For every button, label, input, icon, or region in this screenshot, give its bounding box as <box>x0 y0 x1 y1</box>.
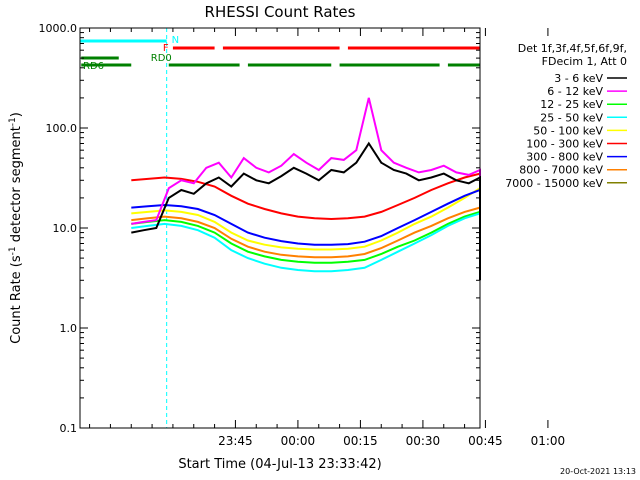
y-tick-label: 1.0 <box>60 322 78 335</box>
legend: Det 1f,3f,4f,5f,6f,9f, FDecim 1, Att 0 3… <box>505 42 627 190</box>
timestamp: 20-Oct-2021 13:13 <box>560 467 636 476</box>
legend-label: 50 - 100 keV <box>533 124 603 137</box>
x-axis-ticks: 23:45 00:00 00:15 00:30 00:45 01:00 <box>89 28 566 448</box>
x-tick-label: 00:45 <box>468 434 503 448</box>
y-axis-label-tail: detector segment <box>9 126 24 246</box>
series-line-1 <box>131 97 481 268</box>
legend-header-line-1: Det 1f,3f,4f,5f,6f,9f, <box>518 42 627 55</box>
rd6-label: RD6 <box>83 61 104 72</box>
rd0-label: RD0 <box>151 53 172 64</box>
plot-frame <box>79 27 481 429</box>
y-axis-label-main: Count Rate (s <box>9 255 24 344</box>
x-tick-label: 01:00 <box>531 434 566 448</box>
night-label: N <box>172 35 179 46</box>
legend-label: 7000 - 15000 keV <box>505 177 603 190</box>
legend-label: 12 - 25 keV <box>540 98 603 111</box>
x-tick-label: 23:45 <box>218 434 253 448</box>
legend-label: 25 - 50 keV <box>540 111 603 124</box>
legend-label: 6 - 12 keV <box>547 85 603 98</box>
y-axis-label-sup: -1 <box>8 246 18 255</box>
chart-title: RHESSI Count Rates <box>205 3 356 21</box>
x-tick-label: 00:30 <box>406 434 441 448</box>
legend-label: 800 - 7000 keV <box>519 164 603 177</box>
y-tick-label: 0.1 <box>60 422 78 435</box>
legend-label: 3 - 6 keV <box>554 72 603 85</box>
y-axis-ticks: 0.1 1.0 10.0 100.0 1000.0 <box>39 22 480 435</box>
flare-label: F <box>163 43 169 54</box>
x-axis-label: Start Time (04-Jul-13 23:33:42) <box>178 457 381 472</box>
x-tick-label: 00:00 <box>281 434 316 448</box>
y-tick-label: 1000.0 <box>39 22 78 35</box>
y-axis-label: Count Rate (s-1 detector segment-1) <box>8 112 24 344</box>
y-tick-label: 10.0 <box>53 222 78 235</box>
legend-label: 100 - 300 keV <box>526 138 603 151</box>
y-axis-label-close: ) <box>9 112 24 117</box>
y-axis-label-sup2: -1 <box>8 117 18 126</box>
legend-label: 300 - 800 keV <box>526 151 603 164</box>
legend-header-line-2: FDecim 1, Att 0 <box>542 55 627 68</box>
y-tick-label: 100.0 <box>46 122 78 135</box>
x-tick-label: 00:15 <box>343 434 378 448</box>
series-lines <box>131 97 481 281</box>
